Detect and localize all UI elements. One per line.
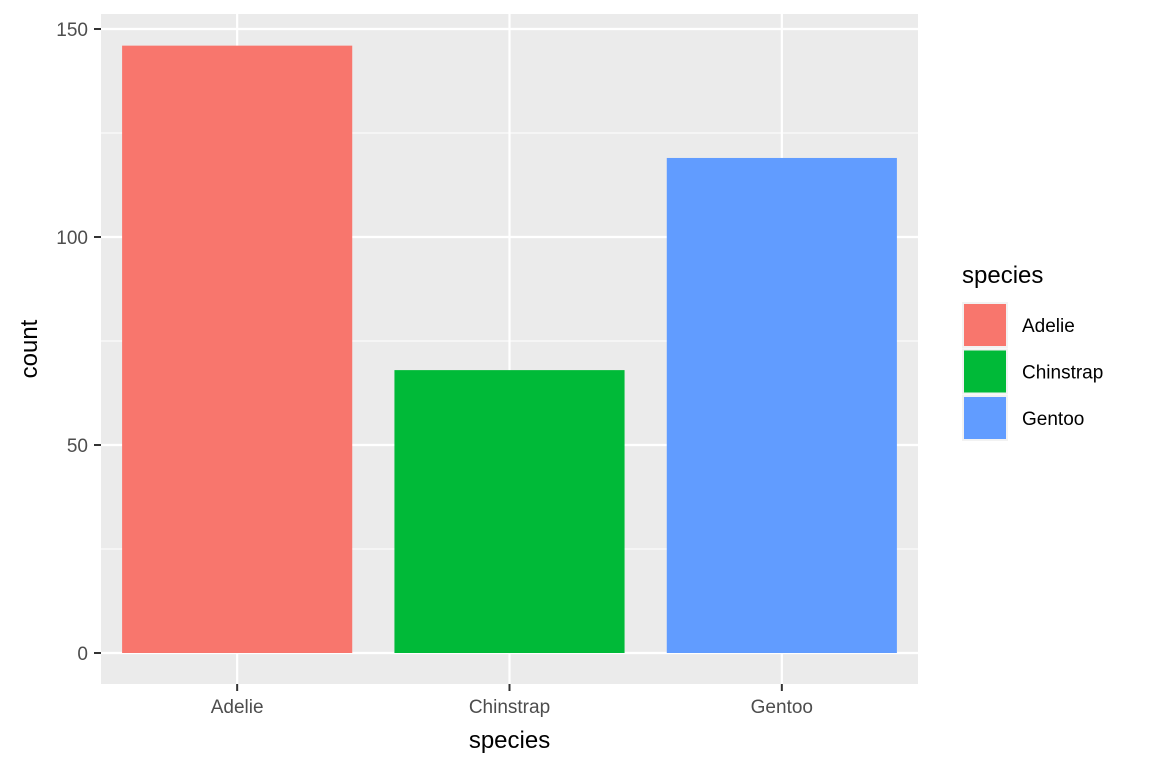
bar-gentoo <box>666 157 897 653</box>
x-tick-label: Gentoo <box>751 697 813 718</box>
legend-label: Chinstrap <box>1022 363 1103 384</box>
legend-label: Gentoo <box>1022 409 1084 430</box>
y-tick-label: 150 <box>56 20 88 41</box>
legend-label: Adelie <box>1022 316 1075 337</box>
legend-swatch-chinstrap <box>964 350 1006 393</box>
y-tick-label: 100 <box>56 228 88 249</box>
legend: species Adelie Chinstrap Gentoo <box>962 262 1103 441</box>
axes: 0 50 100 150 Adelie Chinstrap Gentoo <box>56 20 813 718</box>
legend-swatch-adelie <box>964 304 1006 346</box>
x-tick-label: Adelie <box>211 697 264 718</box>
y-axis-title: count <box>16 319 43 378</box>
y-tick-label: 50 <box>67 436 88 457</box>
x-axis-title: species <box>469 727 550 754</box>
x-tick-label: Chinstrap <box>469 697 550 718</box>
bars <box>122 45 897 653</box>
bar-chinstrap <box>394 370 625 653</box>
bar-adelie <box>122 45 353 653</box>
legend-title: species <box>962 262 1043 289</box>
legend-swatch-gentoo <box>964 397 1006 439</box>
y-tick-label: 0 <box>77 644 88 665</box>
